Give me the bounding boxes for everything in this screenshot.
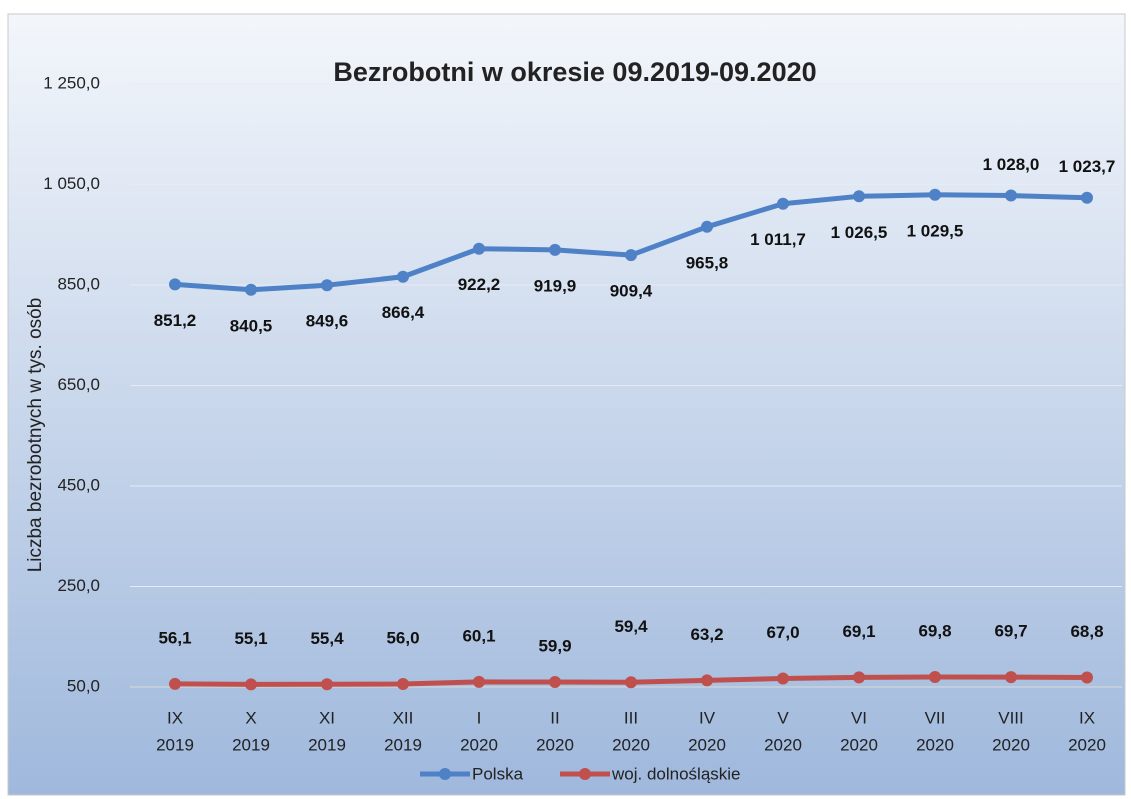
x-tick-label: I: [477, 708, 482, 727]
x-tick-label: II: [550, 708, 559, 727]
data-point: [397, 677, 409, 690]
y-tick-label: 1 250,0: [43, 73, 100, 92]
data-label: 59,9: [538, 637, 571, 656]
data-label: 1 028,0: [983, 155, 1040, 174]
data-point: [1005, 189, 1017, 202]
data-label: 1 023,7: [1059, 157, 1116, 176]
data-point: [549, 676, 561, 689]
x-tick-label: 2019: [384, 735, 422, 754]
data-point: [473, 675, 485, 688]
x-tick-label: III: [624, 708, 638, 727]
data-point: [777, 672, 789, 685]
data-point: [321, 279, 333, 292]
chart-title: Bezrobotni w okresie 09.2019-09.2020: [333, 57, 816, 87]
x-tick-label: 2020: [612, 735, 650, 754]
data-point: [321, 678, 333, 691]
data-point: [853, 190, 865, 203]
data-label: 922,2: [458, 275, 501, 294]
data-label: 1 011,7: [750, 230, 806, 249]
data-point: [701, 220, 713, 233]
y-tick-label: 450,0: [57, 475, 100, 494]
data-label: 69,1: [842, 622, 875, 641]
data-label: 1 026,5: [831, 223, 888, 242]
x-tick-label: 2020: [840, 735, 878, 754]
x-tick-label: VII: [925, 708, 946, 727]
data-point: [397, 270, 409, 283]
data-label: 69,7: [994, 622, 1027, 641]
data-point: [1005, 671, 1017, 684]
data-point: [245, 678, 257, 691]
data-point: [169, 278, 181, 291]
data-point: [701, 674, 713, 687]
data-label: 55,4: [310, 629, 344, 648]
data-label: 63,2: [690, 625, 723, 644]
data-label: 840,5: [230, 316, 273, 335]
data-label: 56,0: [386, 628, 419, 647]
data-label: 56,1: [158, 628, 191, 647]
data-label: 60,1: [462, 626, 495, 645]
x-tick-label: 2019: [156, 735, 194, 754]
data-label: 69,8: [918, 622, 951, 641]
x-tick-label: V: [777, 708, 789, 727]
data-point: [1081, 191, 1093, 204]
data-label: 909,4: [610, 282, 653, 301]
data-label: 68,8: [1070, 622, 1103, 641]
x-tick-label: VIII: [998, 708, 1024, 727]
x-tick-label: 2020: [992, 735, 1030, 754]
x-tick-label: XII: [393, 708, 414, 727]
y-tick-label: 650,0: [57, 375, 100, 394]
x-tick-label: 2020: [916, 735, 954, 754]
data-point: [549, 243, 561, 256]
legend-label: woj. dolnośląskie: [611, 764, 741, 783]
y-tick-label: 1 050,0: [43, 174, 100, 193]
data-point: [625, 676, 637, 689]
x-tick-label: 2020: [1068, 735, 1106, 754]
data-label: 866,4: [382, 303, 425, 322]
data-point: [929, 188, 941, 201]
data-label: 849,6: [306, 312, 349, 331]
legend-marker: [439, 768, 451, 780]
y-axis-label: Liczba bezrobotnych w tys. osób: [25, 298, 46, 573]
x-tick-label: 2019: [232, 735, 270, 754]
x-tick-label: 2020: [460, 735, 498, 754]
data-point: [777, 197, 789, 210]
chart-background: [7, 13, 1126, 796]
data-point: [1081, 671, 1093, 684]
data-point: [625, 249, 637, 262]
data-label: 55,1: [234, 629, 267, 648]
data-point: [169, 677, 181, 690]
x-tick-label: 2020: [764, 735, 802, 754]
data-label: 1 029,5: [907, 221, 964, 240]
x-tick-label: 2019: [308, 735, 346, 754]
x-tick-label: X: [245, 708, 256, 727]
data-point: [853, 671, 865, 684]
y-tick-label: 50,0: [67, 676, 100, 695]
data-label: 919,9: [534, 276, 577, 295]
y-tick-label: 250,0: [57, 576, 100, 595]
data-point: [245, 283, 257, 296]
data-point: [929, 671, 941, 684]
data-point: [473, 242, 485, 255]
data-label: 851,2: [154, 311, 197, 330]
x-tick-label: IX: [1079, 708, 1095, 727]
data-label: 59,4: [614, 617, 648, 636]
x-tick-label: 2020: [536, 735, 574, 754]
data-label: 965,8: [686, 253, 729, 272]
data-label: 67,0: [766, 623, 799, 642]
x-tick-label: IV: [699, 708, 716, 727]
legend-marker: [579, 768, 591, 780]
x-tick-label: IX: [167, 708, 183, 727]
x-tick-label: VI: [851, 708, 867, 727]
y-tick-label: 850,0: [57, 274, 100, 293]
legend-label: Polska: [472, 764, 524, 783]
x-tick-label: 2020: [688, 735, 726, 754]
x-tick-label: XI: [319, 708, 335, 727]
